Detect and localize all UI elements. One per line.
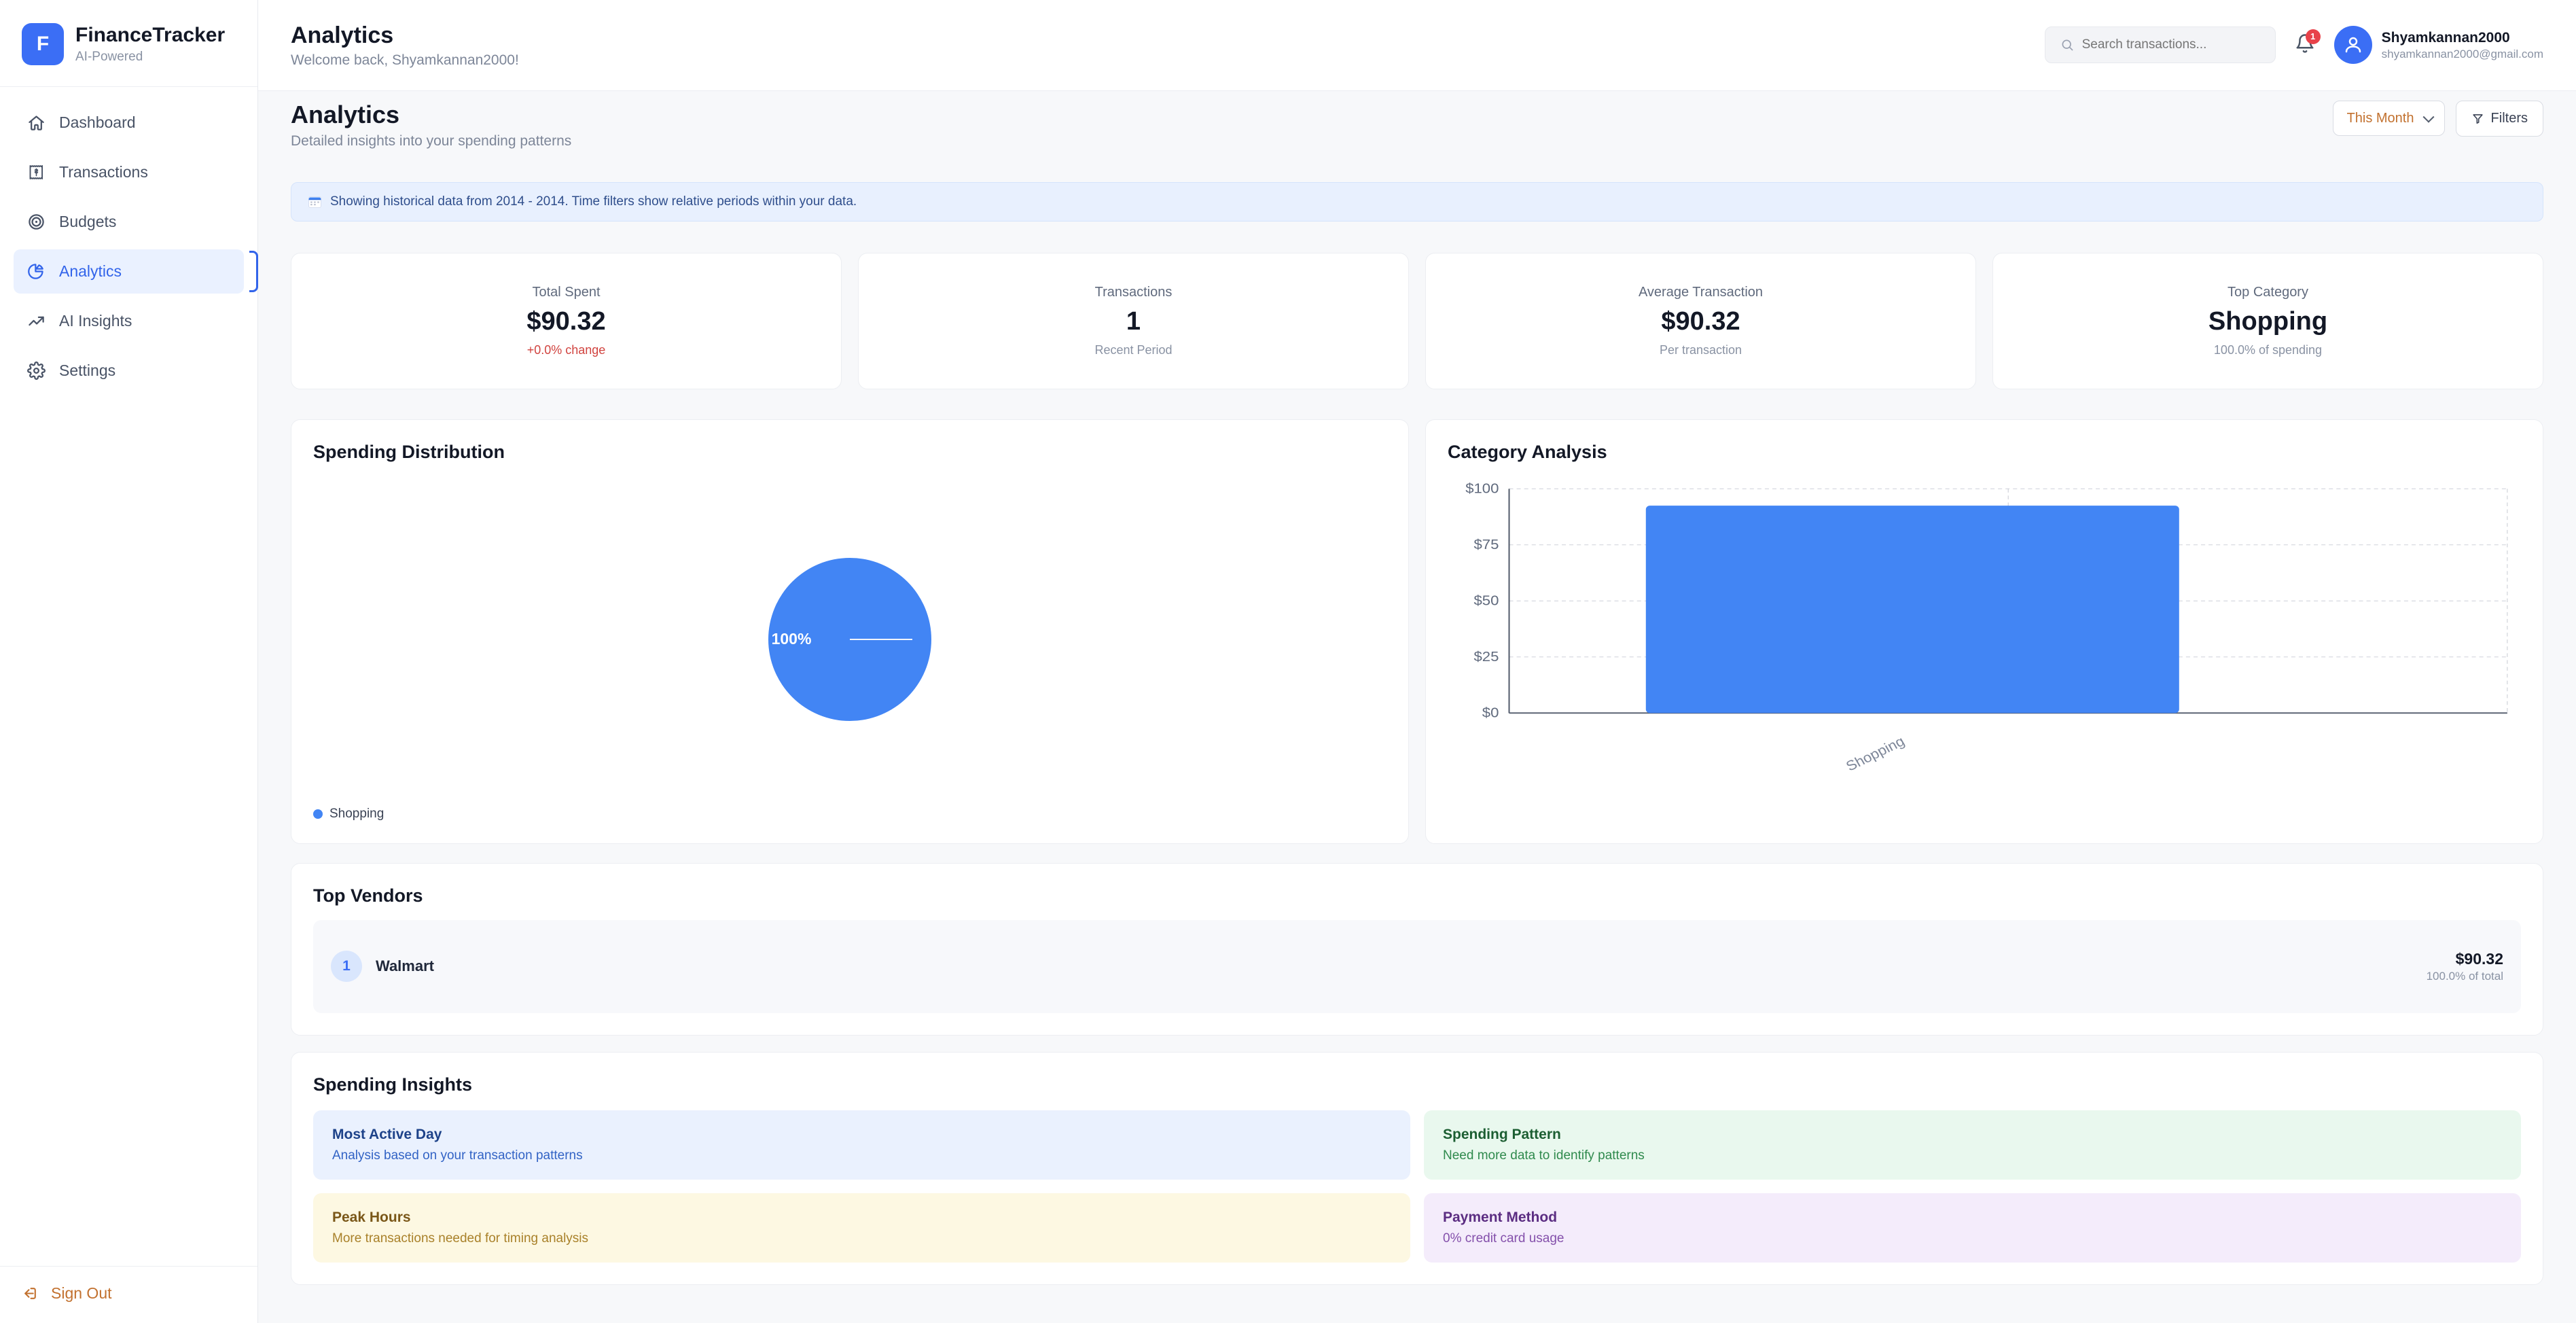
svg-text:Shopping: Shopping (1844, 734, 1908, 774)
svg-text:100%: 100% (772, 630, 812, 648)
svg-text:$100: $100 (1465, 481, 1499, 496)
svg-text:$25: $25 (1473, 650, 1499, 665)
svg-text:$0: $0 (1482, 705, 1499, 720)
svg-text:$75: $75 (1473, 537, 1499, 552)
svg-text:$50: $50 (1473, 593, 1499, 608)
